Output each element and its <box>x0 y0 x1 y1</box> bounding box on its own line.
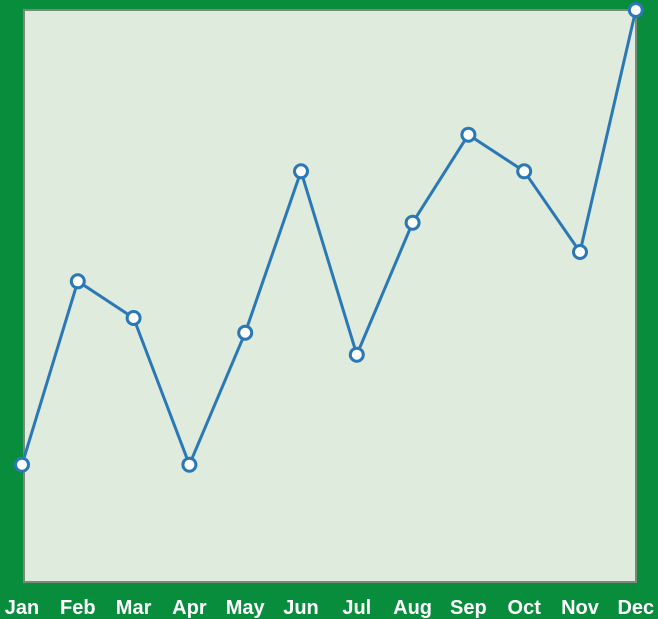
data-point-apr <box>181 456 198 473</box>
data-point-dec <box>627 2 644 18</box>
data-point-jan <box>14 456 30 473</box>
x-tick-label-oct: Oct <box>508 597 542 619</box>
x-axis-tick-labels: Jan Feb Mar Apr May Jun Jul Aug Sep Oct Nov Dec <box>5 597 654 619</box>
x-tick-label-sep: Sep <box>450 597 487 619</box>
data-point-feb <box>69 273 86 290</box>
data-point-oct <box>516 163 533 180</box>
x-tick-label-aug: Aug <box>393 597 432 619</box>
data-point-sep <box>460 126 477 143</box>
x-tick-label-apr: Apr <box>172 597 207 619</box>
x-tick-label-nov: Nov <box>561 597 600 619</box>
x-tick-label-may: May <box>226 597 266 619</box>
x-tick-label-feb: Feb <box>60 597 96 619</box>
data-point-may <box>237 324 254 341</box>
x-tick-label-dec: Dec <box>617 597 654 619</box>
data-point-mar <box>125 310 142 326</box>
data-point-nov <box>572 244 588 260</box>
plot-area <box>23 9 637 583</box>
x-tick-label-mar: Mar <box>116 597 152 619</box>
chart-marks <box>14 2 644 473</box>
x-tick-label-jan: Jan <box>5 597 39 619</box>
data-point-jun <box>293 163 309 180</box>
data-point-aug <box>404 214 421 231</box>
data-point-jul <box>348 346 365 363</box>
series-line <box>20 9 638 467</box>
x-tick-label-jun: Jun <box>283 597 319 619</box>
x-tick-label-jul: Jul <box>342 597 371 619</box>
